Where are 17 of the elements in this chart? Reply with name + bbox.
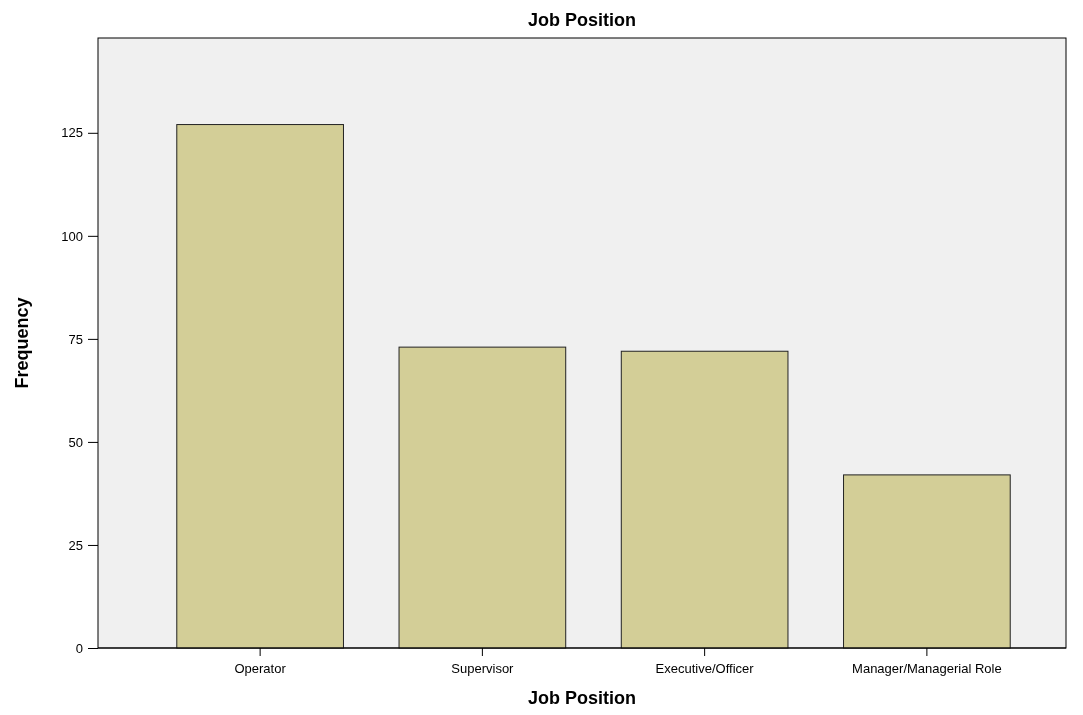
x-tick-label: Executive/Officer (655, 661, 755, 677)
x-axis-title: Job Position (528, 688, 636, 708)
y-tick-label: 75 (68, 331, 83, 347)
x-tick-label: Supervisor (451, 661, 515, 677)
y-tick-label: 0 (75, 640, 83, 656)
bar (620, 350, 789, 649)
bar (398, 346, 567, 649)
chart-title: Job Position (528, 10, 636, 30)
x-tick-label: Operator (234, 661, 287, 677)
y-tick-label: 125 (61, 125, 83, 141)
y-tick-label: 50 (68, 434, 83, 450)
y-tick-label: 100 (61, 228, 83, 244)
bar (176, 124, 344, 649)
x-tick-label: Manager/Managerial Role (852, 661, 1002, 677)
y-tick-label: 25 (68, 537, 83, 553)
y-axis-title: Frequency (12, 297, 32, 389)
bar (843, 474, 1011, 649)
